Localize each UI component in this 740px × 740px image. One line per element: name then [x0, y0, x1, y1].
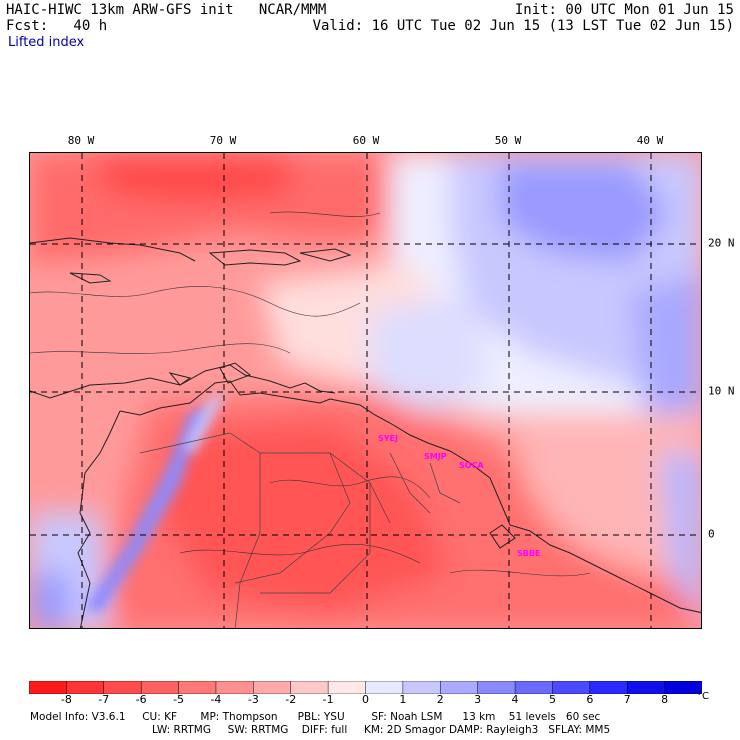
colorbar-swatch — [552, 681, 591, 694]
colorbar-swatch — [440, 681, 479, 694]
contour-lines — [30, 211, 591, 577]
station-soca: SOCA — [459, 461, 484, 470]
lat-label-10n: 10 N — [708, 384, 735, 398]
colorbar-tick-label: 6 — [586, 693, 594, 706]
colorbar-unit: °C — [697, 691, 709, 702]
station-syej: SYEJ — [378, 434, 398, 443]
footer-physics-info: LW: RRTMG SW: RRTMG DIFF: full KM: 2D Sm… — [152, 724, 611, 736]
lon-label-50w: 50 W — [494, 134, 522, 147]
colorbar-tick-label: -5 — [173, 693, 185, 706]
colorbar-tick-label: 1 — [399, 693, 407, 706]
colorbar — [29, 681, 702, 694]
colorbar-swatch — [402, 681, 442, 694]
lon-label-40w: 40 W — [636, 134, 664, 147]
colorbar-swatch — [365, 681, 404, 694]
andes-stable-strip — [85, 393, 225, 613]
field-shading — [30, 153, 701, 628]
colorbar-tick-label: -7 — [98, 693, 110, 706]
country-borders — [139, 432, 461, 628]
station-sbbe: SBBE — [517, 549, 541, 558]
graticule — [30, 153, 701, 628]
colorbar-tick-label: 4 — [511, 693, 519, 706]
lon-label-60w: 60 W — [352, 134, 380, 147]
forecast-hour: Fcst: 40 h — [6, 18, 108, 34]
lon-label-70w: 70 W — [209, 134, 237, 147]
colorbar-swatch — [626, 681, 666, 694]
colorbar-swatch — [327, 681, 367, 694]
colorbar-swatch — [477, 681, 516, 694]
lat-label-20n: 20 N — [708, 236, 735, 250]
lon-label-80w: 80 W — [67, 134, 95, 147]
station-smjp: SMJP — [424, 452, 447, 461]
coastlines — [30, 237, 701, 628]
colorbar-tick-label: -4 — [210, 693, 222, 706]
colorbar-tick-label: -6 — [135, 693, 147, 706]
colorbar-tick-label: 7 — [623, 693, 631, 706]
field-name: Lifted index — [8, 35, 85, 50]
colorbar-swatch — [664, 681, 702, 694]
colorbar-tick-label: -3 — [247, 693, 259, 706]
model-title: HAIC-HIWC 13km ARW-GFS init NCAR/MMM — [6, 2, 327, 18]
footer-model-info: Model Info: V3.6.1 CU: KF MP: Thompson P… — [30, 711, 601, 723]
colorbar-tick-label: -8 — [60, 693, 72, 706]
lifted-index-map — [29, 152, 702, 629]
colorbar-swatch — [589, 681, 628, 694]
lat-label-0: 0 — [708, 527, 715, 541]
colorbar-tick-label: 2 — [436, 693, 444, 706]
valid-time: Valid: 16 UTC Tue 02 Jun 15 (13 LST Tue … — [312, 18, 734, 34]
colorbar-tick-label: 3 — [474, 693, 482, 706]
colorbar-tick-label: -1 — [322, 693, 334, 706]
colorbar-tick-label: -2 — [285, 693, 297, 706]
map-canvas — [30, 153, 701, 628]
colorbar-tick-label: 8 — [661, 693, 669, 706]
colorbar-tick-label: 5 — [548, 693, 556, 706]
colorbar-swatch — [514, 681, 554, 694]
init-time: Init: 00 UTC Mon 01 Jun 15 — [514, 2, 734, 18]
colorbar-tick-label: 0 — [362, 693, 369, 706]
